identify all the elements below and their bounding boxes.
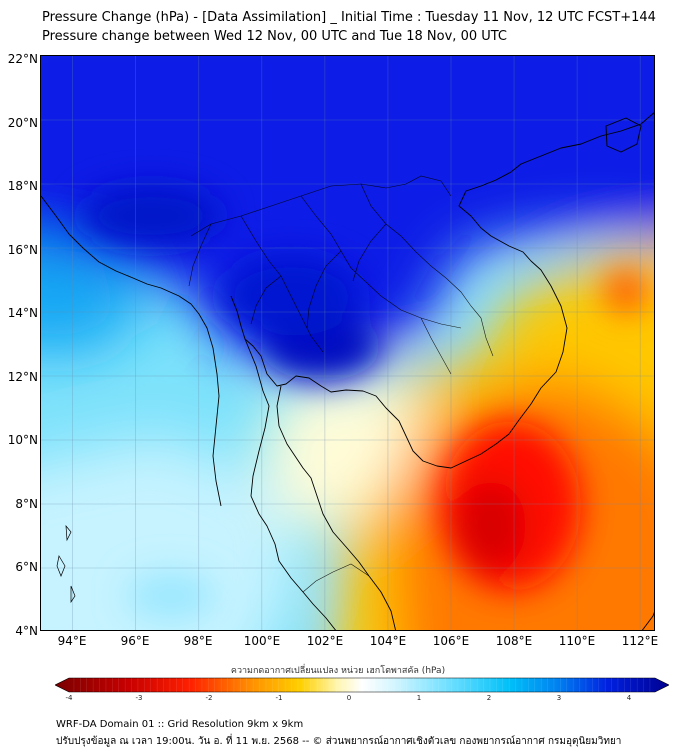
lat-label: 22°N [7, 52, 38, 66]
lon-label: 100°E [243, 634, 281, 648]
colorbar-tick: -1 [275, 694, 283, 702]
colorbar [55, 677, 669, 693]
gridlines [41, 56, 654, 630]
lon-label: 108°E [495, 634, 533, 648]
islands [56, 524, 76, 604]
footer-model-info: WRF-DA Domain 01 :: Grid Resolution 9km … [56, 719, 304, 730]
country-borders [188, 175, 494, 593]
colorbar-tick: -3 [135, 694, 143, 702]
chart-title: Pressure Change (hPa) - [Data Assimilati… [42, 10, 656, 25]
lat-label: 12°N [7, 370, 38, 384]
colorbar-tick: 0 [346, 694, 352, 702]
lon-label: 112°E [621, 634, 659, 648]
pressure-field-core [81, 186, 648, 621]
pressure-change-map [41, 56, 654, 630]
lon-label: 94°E [57, 634, 87, 648]
chart-subtitle: Pressure change between Wed 12 Nov, 00 U… [42, 29, 508, 44]
colorbar-tick: 1 [416, 694, 422, 702]
colorbar-tick: -2 [205, 694, 213, 702]
lat-label: 14°N [7, 306, 38, 320]
colorbar-steps [69, 678, 655, 692]
coastlines [41, 112, 654, 630]
lon-label: 96°E [120, 634, 150, 648]
colorbar-tick: 4 [626, 694, 632, 702]
lat-label: 4°N [15, 624, 38, 638]
lat-label: 6°N [15, 560, 38, 574]
lat-label: 16°N [7, 243, 38, 257]
lat-label: 20°N [7, 116, 38, 130]
lat-label: 8°N [15, 497, 38, 511]
colorbar-label: ความกดอากาศเปลี่ยนแปลง หน่วย เฮกโตพาสคัล… [230, 666, 446, 676]
lon-label: 106°E [432, 634, 470, 648]
lon-label: 98°E [183, 634, 213, 648]
footer-credit: ปรับปรุงข้อมูล ณ เวลา 19:00น. วัน อ. ที่… [56, 736, 622, 747]
lat-label: 18°N [7, 179, 38, 193]
lat-label: 10°N [7, 433, 38, 447]
map-panel [40, 55, 655, 631]
lon-label: 104°E [369, 634, 407, 648]
colorbar-tick: 3 [556, 694, 562, 702]
lon-label: 102°E [306, 634, 344, 648]
lon-label: 110°E [558, 634, 596, 648]
colorbar-tick: -4 [65, 694, 73, 702]
colorbar-tick: 2 [486, 694, 492, 702]
